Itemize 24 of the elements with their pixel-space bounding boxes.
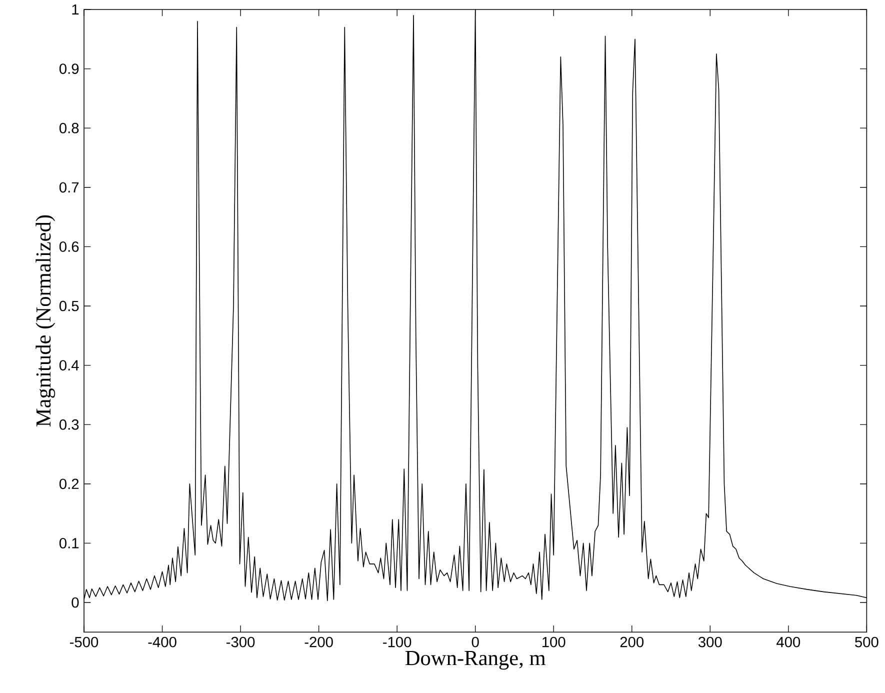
x-tick-label: -200	[304, 636, 333, 648]
x-tick-label: 400	[776, 636, 800, 648]
x-tick-label: 0	[472, 636, 479, 648]
y-axis-title: Magnitude (Normalized)	[36, 215, 56, 426]
y-tick-label: 0.6	[59, 241, 79, 252]
x-tick-label: 300	[698, 636, 722, 648]
x-tick-label: 200	[620, 636, 644, 648]
y-tick-label: 0.1	[59, 538, 79, 548]
x-axis-title: Down-Range, m	[405, 650, 546, 670]
y-tick-label: 0.7	[59, 182, 79, 193]
x-tick-label: -300	[226, 636, 255, 648]
y-tick-label: 0.3	[59, 419, 79, 430]
y-tick-label: 1	[72, 4, 79, 14]
x-tick-label: 100	[542, 636, 566, 648]
y-tick-label: 0.5	[59, 300, 79, 312]
y-tick-label: 0.4	[59, 360, 79, 370]
x-tick-label: -100	[383, 636, 412, 648]
y-tick-label: 0.2	[59, 478, 79, 490]
y-tick-label: 0	[72, 597, 79, 608]
y-tick-label: 0.8	[59, 122, 79, 134]
y-tick-label: 0.9	[59, 64, 79, 74]
x-tick-label: -400	[148, 636, 176, 648]
x-tick-label: -500	[70, 636, 98, 648]
x-tick-label: 500	[855, 636, 878, 648]
